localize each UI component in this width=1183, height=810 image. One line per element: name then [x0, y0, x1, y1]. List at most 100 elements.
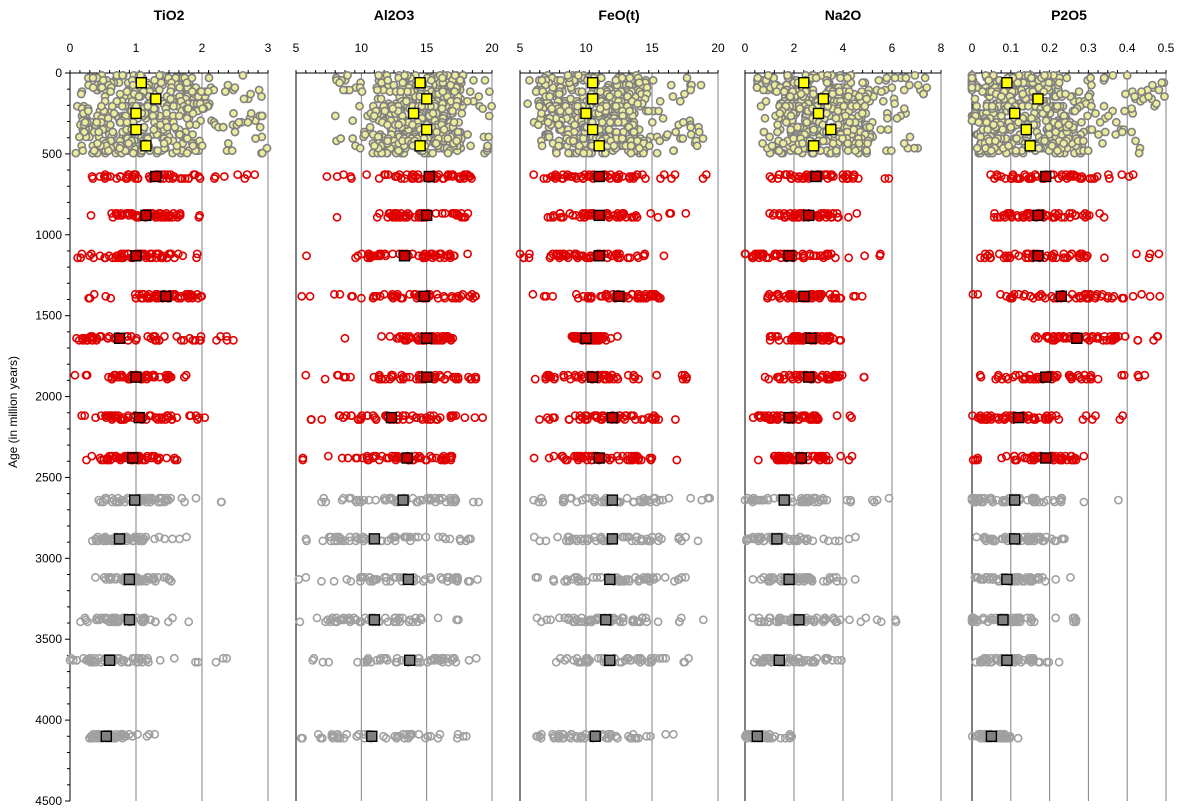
sample-point [205, 88, 212, 95]
sample-point [488, 103, 495, 110]
sample-point [680, 119, 687, 126]
sample-point [192, 495, 199, 502]
x-tick-label: 0 [742, 41, 749, 55]
sample-point [650, 77, 657, 84]
mean-marker [594, 453, 604, 463]
sample-point [649, 119, 656, 126]
sample-point [837, 74, 844, 81]
sample-point [844, 147, 851, 154]
sample-point [409, 121, 416, 128]
sample-point [636, 79, 643, 86]
sample-point [845, 93, 852, 100]
mean-marker [131, 251, 141, 261]
sample-point [449, 107, 456, 114]
sample-point [901, 105, 908, 112]
sample-point [668, 82, 675, 89]
sample-point [91, 147, 98, 154]
sample-point [371, 142, 378, 149]
sample-point [453, 137, 460, 144]
y-tick-label: 1500 [35, 309, 62, 323]
sample-point [762, 98, 769, 105]
sample-point [231, 128, 238, 135]
mean-marker [124, 615, 134, 625]
x-tick-label: 1 [133, 41, 140, 55]
sample-point [840, 103, 847, 110]
sample-point [795, 147, 802, 154]
sample-point [673, 456, 680, 463]
sample-point [399, 79, 406, 86]
mean-marker [594, 210, 604, 220]
sample-point [154, 147, 161, 154]
sample-point [439, 74, 446, 81]
sample-point [891, 74, 898, 81]
sample-point [435, 614, 442, 621]
sample-point [574, 103, 581, 110]
sample-point [94, 140, 101, 147]
sample-point [531, 454, 538, 461]
sample-point [358, 88, 365, 95]
sample-point [911, 72, 918, 79]
panel-title: TiO2 [154, 7, 185, 23]
sample-point [464, 98, 471, 105]
mean-marker [136, 78, 146, 88]
y-tick-label: 500 [42, 147, 62, 161]
sample-point [888, 147, 895, 154]
sample-point [341, 335, 348, 342]
sample-point [433, 140, 440, 147]
mean-marker [607, 413, 617, 423]
sample-point [902, 74, 909, 81]
sample-point [251, 171, 258, 178]
y-tick-label: 3000 [35, 551, 62, 565]
sample-point [861, 252, 868, 259]
sample-point [853, 103, 860, 110]
mean-marker [590, 731, 600, 741]
sample-point [787, 112, 794, 119]
sample-point [880, 98, 887, 105]
sample-point [157, 121, 164, 128]
sample-point [759, 140, 766, 147]
sample-point [234, 171, 241, 178]
sample-point [176, 535, 183, 542]
mean-marker [141, 141, 151, 151]
mean-marker [134, 413, 144, 423]
sample-point [225, 140, 232, 147]
sample-point [660, 252, 667, 259]
sample-point [444, 150, 451, 157]
sample-point [158, 79, 165, 86]
sample-point [378, 95, 385, 102]
mean-marker [422, 210, 432, 220]
sample-point [397, 88, 404, 95]
sample-point [774, 121, 781, 128]
sample-point [645, 107, 652, 114]
mean-marker [588, 78, 598, 88]
sample-point [679, 135, 686, 142]
sample-point [694, 537, 701, 544]
sample-point [863, 147, 870, 154]
mean-marker [369, 615, 379, 625]
sample-point [186, 121, 193, 128]
sample-point [98, 103, 105, 110]
sample-point [119, 72, 126, 79]
y-tick-label: 3500 [35, 632, 62, 646]
mean-marker [386, 413, 396, 423]
mean-marker [400, 251, 410, 261]
sample-point [682, 210, 689, 217]
sample-point [231, 84, 238, 91]
sample-point [429, 150, 436, 157]
sample-point [82, 119, 89, 126]
sample-point [167, 95, 174, 102]
x-tick-label: 5 [517, 41, 524, 55]
sample-point [156, 72, 163, 79]
sample-point [548, 105, 555, 112]
sample-point [536, 416, 543, 423]
sample-point [173, 142, 180, 149]
mean-marker [607, 534, 617, 544]
sample-point [87, 212, 94, 219]
sample-point [322, 376, 329, 383]
sample-point [787, 93, 794, 100]
mean-marker [607, 495, 617, 505]
sample-point [845, 254, 852, 261]
sample-point [694, 142, 701, 149]
sample-point [576, 142, 583, 149]
